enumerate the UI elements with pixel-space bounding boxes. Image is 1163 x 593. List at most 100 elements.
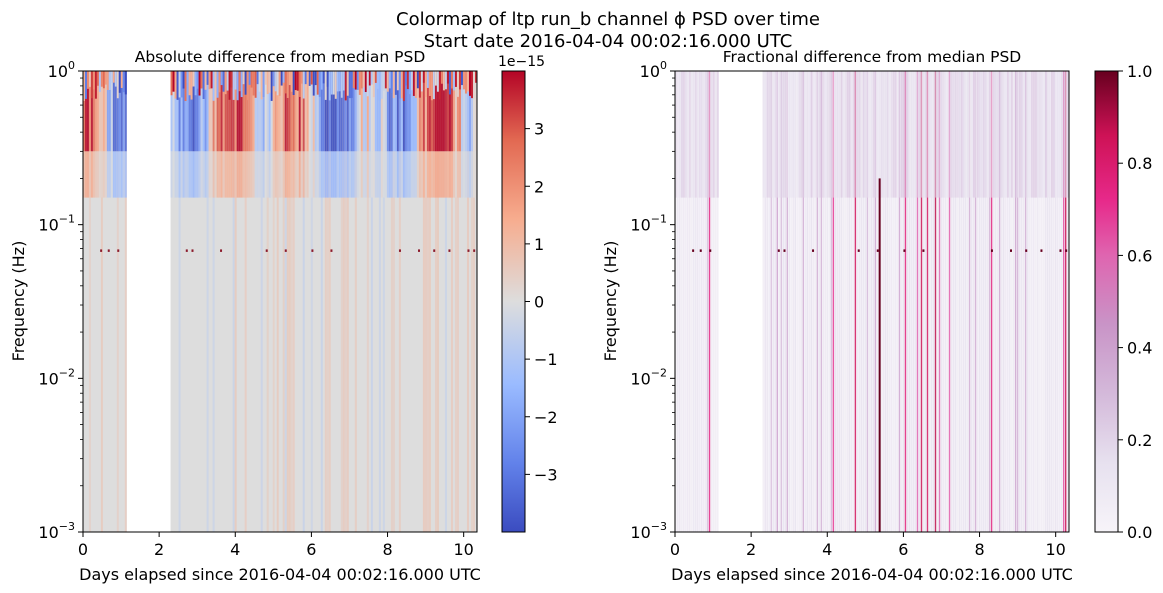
heatmap-cell xyxy=(106,71,109,90)
heatmap-cell xyxy=(312,151,315,198)
heatmap-cell xyxy=(210,71,213,152)
heatmap-cell xyxy=(398,71,401,152)
heatmap-cell xyxy=(1048,71,1051,198)
colorbar-tick-label: 0.0 xyxy=(1127,523,1152,542)
heatmap-streak xyxy=(884,71,887,532)
heatmap-cell xyxy=(414,71,417,152)
heatmap-cell xyxy=(238,71,241,92)
frequency-line-marker xyxy=(191,249,194,252)
panel-absolute-difference: Absolute difference from median PSD 0 2 4 6… xyxy=(9,48,558,584)
heatmap-cell xyxy=(972,71,975,198)
heatmap-streak xyxy=(784,71,786,532)
heatmap-cell xyxy=(370,151,373,198)
heatmap-cell xyxy=(342,151,345,198)
heatmap-streak xyxy=(1000,71,1003,532)
heatmap-streak xyxy=(1014,71,1017,532)
heatmap-cell xyxy=(460,71,463,152)
heatmap-streak xyxy=(678,71,681,532)
heatmap-streak xyxy=(846,71,849,532)
heatmap-cell xyxy=(682,71,685,198)
heatmap-cell xyxy=(1064,71,1067,198)
heatmap-cell xyxy=(1004,71,1007,198)
heatmap-cell xyxy=(1062,71,1065,198)
heatmap-cell xyxy=(224,71,227,152)
heatmap-streak xyxy=(282,71,285,532)
heatmap-streak xyxy=(946,71,949,532)
frequency-line-marker xyxy=(220,249,223,252)
heatmap-cell xyxy=(374,71,377,83)
heatmap-streak xyxy=(206,71,209,532)
frequency-line-marker xyxy=(107,249,110,252)
heatmap-cell xyxy=(342,71,345,152)
heatmap-streak xyxy=(896,71,899,532)
heatmap-cell xyxy=(454,151,457,198)
heatmap-cell xyxy=(110,71,113,152)
heatmap-cell xyxy=(472,71,475,152)
heatmap-streak xyxy=(936,71,939,532)
heatmap-cell xyxy=(376,71,379,152)
heatmap-streak xyxy=(790,71,792,532)
frequency-line-marker xyxy=(922,249,925,252)
heatmap-cell xyxy=(364,71,367,93)
heatmap-cell xyxy=(812,71,815,198)
heatmap-cell xyxy=(110,71,113,83)
heatmap-cell xyxy=(1022,71,1025,198)
heatmap-cell xyxy=(218,71,221,93)
heatmap-cell xyxy=(410,71,413,91)
heatmap-streak xyxy=(802,71,805,532)
heatmap-streak xyxy=(1060,71,1063,532)
heatmap-cell xyxy=(278,151,281,198)
heatmap-cell xyxy=(766,71,769,198)
heatmap-cell xyxy=(402,71,405,152)
heatmap-cell xyxy=(172,151,175,198)
heatmap-cell xyxy=(194,71,197,152)
heatmap-cell xyxy=(210,71,213,89)
heatmap-streak xyxy=(980,71,983,532)
heatmap-cell xyxy=(186,151,189,198)
colorbar-tick-label: −2 xyxy=(534,408,558,427)
heatmap-cell xyxy=(384,71,387,152)
heatmap-cell xyxy=(806,71,809,198)
heatmap-cell xyxy=(298,71,301,152)
heatmap-cell xyxy=(420,71,423,152)
heatmap-cell xyxy=(83,71,85,152)
heatmap-streak xyxy=(962,71,965,532)
heatmap-cell xyxy=(320,71,323,90)
heatmap-cell xyxy=(460,151,463,198)
frequency-line-marker xyxy=(1065,249,1068,252)
heatmap-cell xyxy=(348,71,351,99)
heatmap-cell xyxy=(100,151,103,198)
heatmap-streak xyxy=(812,71,815,532)
heatmap-cell xyxy=(238,71,241,152)
heatmap-cell xyxy=(710,71,713,198)
heatmap-streak xyxy=(716,71,719,532)
heatmap-cell xyxy=(950,71,953,198)
heatmap-cell xyxy=(258,71,261,92)
heatmap-streak xyxy=(328,71,331,532)
heatmap-streak xyxy=(1008,71,1011,532)
heatmap-cell xyxy=(846,71,849,198)
heatmap-cell xyxy=(912,71,915,198)
heatmap-streak xyxy=(794,71,797,532)
heatmap-cell xyxy=(204,151,207,198)
heatmap-cell xyxy=(878,71,881,198)
heatmap-cell xyxy=(360,151,363,198)
heatmap-cell xyxy=(322,71,325,84)
heatmap-streak xyxy=(344,71,347,532)
heatmap-cell xyxy=(350,71,353,98)
heatmap-cell xyxy=(836,71,839,198)
heatmap-cell xyxy=(862,71,865,198)
heatmap-streak xyxy=(764,71,766,532)
heatmap-streak xyxy=(930,71,933,532)
heatmap-streak xyxy=(272,71,275,532)
heatmap-cell xyxy=(462,71,465,90)
heatmap-streak xyxy=(838,71,841,532)
heatmap-cell xyxy=(226,151,229,198)
heatmap-cell xyxy=(880,71,883,198)
heatmap-streak xyxy=(712,71,715,532)
heatmap-cell xyxy=(792,71,795,198)
heatmap-cell xyxy=(328,71,331,101)
frequency-line-marker xyxy=(876,249,879,252)
heatmap-cell xyxy=(102,71,105,152)
heatmap-cell xyxy=(920,71,923,198)
